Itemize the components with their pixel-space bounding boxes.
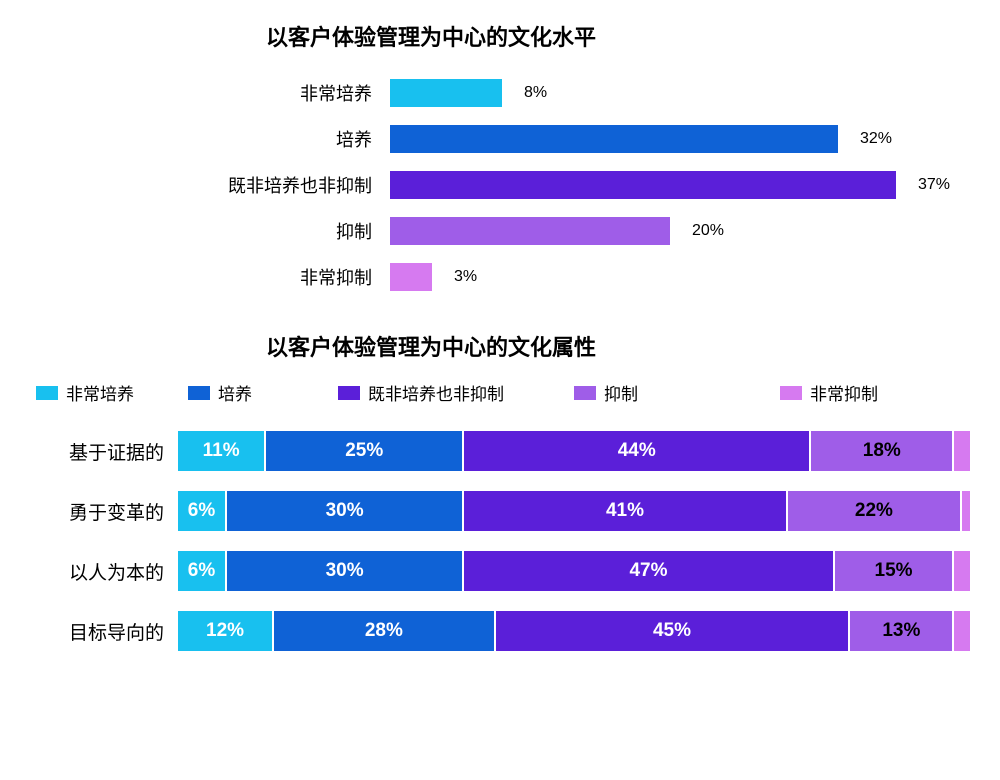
legend-label: 非常培养 bbox=[66, 380, 134, 405]
chart2-bar-zone: 11%25%44%18% bbox=[178, 431, 970, 471]
chart2-row: 勇于变革的6%30%41%22% bbox=[30, 481, 970, 541]
chart1-value: 32% bbox=[860, 130, 892, 148]
chart2-segment: 13% bbox=[850, 611, 952, 651]
chart2-segment: 18% bbox=[811, 431, 952, 471]
chart2-segment: 6% bbox=[178, 551, 225, 591]
chart2-segment: 47% bbox=[464, 551, 832, 591]
chart2-segment: 6% bbox=[178, 491, 225, 531]
chart1-row: 非常培养 8% bbox=[30, 70, 970, 116]
chart2-segment: 22% bbox=[788, 491, 960, 531]
chart2-segment bbox=[954, 611, 970, 651]
chart2-segment: 30% bbox=[227, 491, 462, 531]
chart1-bar-zone: 8% bbox=[390, 79, 950, 107]
legend-item: 非常抑制 bbox=[780, 380, 878, 405]
chart2-legend: 非常培养 培养 既非培养也非抑制 抑制 非常抑制 bbox=[30, 380, 970, 405]
chart2-segment bbox=[954, 431, 970, 471]
chart2-bar-zone: 6%30%47%15% bbox=[178, 551, 970, 591]
chart2-row: 目标导向的12%28%45%13% bbox=[30, 601, 970, 661]
chart2-row: 基于证据的11%25%44%18% bbox=[30, 421, 970, 481]
chart2-segment: 44% bbox=[464, 431, 809, 471]
chart1-value: 20% bbox=[692, 222, 724, 240]
chart2-row-label: 目标导向的 bbox=[30, 618, 178, 645]
chart2-rows: 基于证据的11%25%44%18%勇于变革的6%30%41%22%以人为本的6%… bbox=[30, 421, 970, 661]
legend-swatch bbox=[574, 386, 596, 400]
chart2-title: 以客户体验管理为中心的文化属性 bbox=[266, 330, 970, 362]
chart1-value: 8% bbox=[524, 84, 547, 102]
chart1-bar bbox=[390, 263, 432, 291]
chart1-row-label: 非常培养 bbox=[30, 80, 390, 106]
legend-label: 培养 bbox=[218, 380, 252, 405]
chart2-segment: 25% bbox=[266, 431, 462, 471]
chart1-row: 非常抑制 3% bbox=[30, 254, 970, 300]
culture-attribute-chart: 以客户体验管理为中心的文化属性 非常培养 培养 既非培养也非抑制 抑制 非常抑制 基于证… bbox=[30, 330, 970, 661]
chart1-row: 既非培养也非抑制 37% bbox=[30, 162, 970, 208]
chart2-segment: 28% bbox=[274, 611, 494, 651]
chart1-value: 3% bbox=[454, 268, 477, 286]
chart2-segment bbox=[954, 551, 970, 591]
chart1-bar-zone: 37% bbox=[390, 171, 950, 199]
legend-swatch bbox=[338, 386, 360, 400]
chart1-bar bbox=[390, 125, 838, 153]
chart1-bar bbox=[390, 217, 670, 245]
chart1-row-label: 培养 bbox=[30, 126, 390, 152]
chart1-row-label: 抑制 bbox=[30, 218, 390, 244]
chart2-segment: 41% bbox=[464, 491, 785, 531]
chart1-bar-zone: 32% bbox=[390, 125, 950, 153]
chart2-row: 以人为本的6%30%47%15% bbox=[30, 541, 970, 601]
chart1-value: 37% bbox=[918, 176, 950, 194]
chart1-rows: 非常培养 8% 培养 32% 既非培养也非抑制 37% 抑制 20% 非常抑制 3% bbox=[30, 70, 970, 300]
chart2-bar-zone: 12%28%45%13% bbox=[178, 611, 970, 651]
chart2-segment: 15% bbox=[835, 551, 953, 591]
chart1-row: 抑制 20% bbox=[30, 208, 970, 254]
chart1-row-label: 既非培养也非抑制 bbox=[30, 172, 390, 198]
chart2-row-label: 以人为本的 bbox=[30, 558, 178, 585]
chart1-bar-zone: 3% bbox=[390, 263, 950, 291]
chart2-segment: 45% bbox=[496, 611, 849, 651]
chart1-title: 以客户体验管理为中心的文化水平 bbox=[266, 20, 970, 52]
chart2-segment: 12% bbox=[178, 611, 272, 651]
legend-swatch bbox=[780, 386, 802, 400]
chart2-row-label: 基于证据的 bbox=[30, 438, 178, 465]
chart2-segment bbox=[962, 491, 970, 531]
chart1-row: 培养 32% bbox=[30, 116, 970, 162]
chart1-bar bbox=[390, 79, 502, 107]
legend-label: 既非培养也非抑制 bbox=[368, 380, 504, 405]
legend-item: 非常培养 bbox=[36, 380, 134, 405]
chart1-bar bbox=[390, 171, 896, 199]
chart2-row-label: 勇于变革的 bbox=[30, 498, 178, 525]
chart1-bar-zone: 20% bbox=[390, 217, 950, 245]
legend-item: 培养 bbox=[188, 380, 252, 405]
legend-swatch bbox=[36, 386, 58, 400]
legend-swatch bbox=[188, 386, 210, 400]
legend-label: 抑制 bbox=[604, 380, 638, 405]
legend-label: 非常抑制 bbox=[810, 380, 878, 405]
legend-item: 抑制 bbox=[574, 380, 638, 405]
legend-item: 既非培养也非抑制 bbox=[338, 380, 504, 405]
chart1-row-label: 非常抑制 bbox=[30, 264, 390, 290]
chart2-segment: 30% bbox=[227, 551, 462, 591]
culture-level-chart: 以客户体验管理为中心的文化水平 非常培养 8% 培养 32% 既非培养也非抑制 37% 抑制… bbox=[30, 20, 970, 300]
chart2-bar-zone: 6%30%41%22% bbox=[178, 491, 970, 531]
chart2-segment: 11% bbox=[178, 431, 264, 471]
